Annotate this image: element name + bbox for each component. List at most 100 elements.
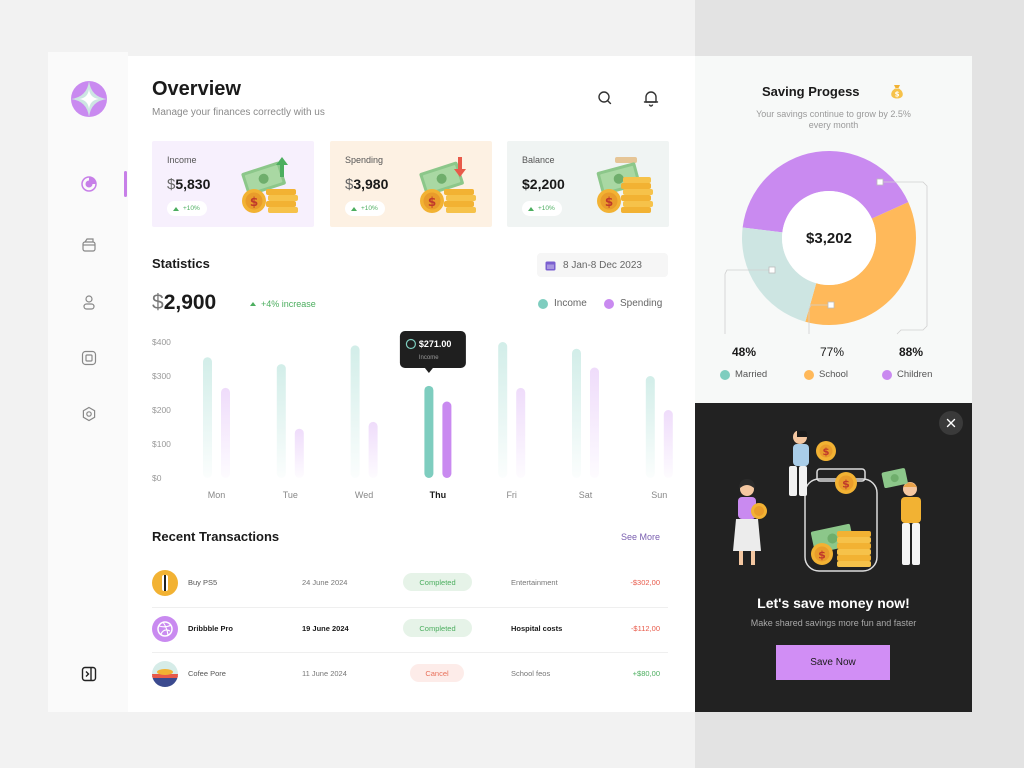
promo-title: Let's save money now! [757,595,910,611]
bar-spending-wed[interactable] [368,421,378,478]
svg-text:$: $ [605,195,613,209]
svg-text:$: $ [823,447,830,458]
svg-text:$: $ [842,478,850,491]
bar-spending-mon[interactable] [221,387,230,478]
saving-subtitle: Your savings continue to grow by 2.5% ev… [756,109,911,130]
see-more-link[interactable]: See More [621,532,661,542]
bar-income-wed[interactable] [350,345,360,478]
transaction-category: Entertainment [511,578,558,587]
statistics-change: +4% increase [250,299,316,309]
bar-income-sun[interactable] [645,376,655,478]
settings-icon [82,406,96,422]
table-row[interactable]: Dribbble Pro 19 June 2024 Completed Hosp… [152,608,668,652]
donut-connector-dot [768,266,776,274]
row-divider [152,607,668,608]
card-change-badge: +10% [522,201,562,216]
svg-text:$: $ [895,91,900,99]
wallet-icon [82,238,96,252]
money-decline-icon: $ [419,157,476,213]
donut-center [782,191,876,285]
svg-text:$: $ [250,195,258,209]
card-label: Spending [345,155,384,165]
row-divider [152,652,668,653]
dribbble-icon [157,621,173,637]
bell-icon [643,91,659,107]
notifications-button[interactable] [641,88,661,108]
transaction-amount: -$112,00 [630,624,660,633]
transaction-name: Cofee Pore [188,669,226,678]
bar-income-tue[interactable] [276,364,286,478]
save-now-button[interactable]: Save Now [776,645,890,680]
donut-connector-dot [827,301,835,309]
coffee-icon [152,669,178,687]
income-card[interactable]: Income $5,830 +10% $ [152,141,314,227]
statistics-bar-chart[interactable]: $400 $300 $200 $100 $0 Mon Tue Wed Thu Fri Sat Sun $… [128,326,695,506]
promo-subtitle: Make shared savings more fun and faster [750,618,917,628]
search-button[interactable] [595,88,615,108]
bar-spending-fri[interactable] [516,387,526,478]
donut-connector-dot [876,178,884,186]
money-bag-icon: $ [891,85,903,99]
bar-spending-sat[interactable] [590,367,599,479]
sidebar-collapse-button[interactable] [76,661,102,687]
svg-text:$: $ [818,549,826,562]
legend-spending: Spending [604,298,662,309]
transaction-amount: +$80,00 [632,669,660,678]
sidebar-item-cards[interactable] [76,345,102,371]
x-tick-label: Fri [506,490,517,500]
balance-card[interactable]: Balance $2,200 +10% $ [507,141,669,227]
saving-donut-chart[interactable]: $3,202 [695,146,972,336]
donut-slice-school[interactable] [805,202,916,325]
statistics-total: $2,900 [152,291,217,314]
sidebar-item-overview[interactable] [76,171,102,197]
bar-income-thu[interactable] [424,385,434,478]
logo-icon [71,81,107,117]
y-tick-label: $0 [152,473,162,483]
nav-active-indicator [124,171,127,197]
user-icon [83,295,95,310]
saving-progress-panel: Saving Progess $ Your savings continue t… [695,56,972,403]
statistics-title: Statistics [152,256,210,271]
card-label: Balance [522,155,555,165]
sidebar-item-wallet[interactable] [76,232,102,258]
bar-income-fri[interactable] [498,342,508,478]
table-row[interactable]: Buy PS5 24 June 2024 Completed Entertain… [152,562,668,606]
date-range-picker[interactable]: 8 Jan-8 Dec 2023 [537,253,668,277]
spending-card[interactable]: Spending $3,980 +10% $ [330,141,492,227]
bar-spending-tue[interactable] [294,428,304,478]
y-tick-label: $300 [152,371,171,381]
tooltip-label: Income [419,355,439,361]
close-icon [946,418,956,428]
bar-spending-sun[interactable] [663,410,673,478]
page-subtitle: Manage your finances correctly with us [152,107,325,118]
page-title: Overview [152,78,241,100]
donut-connector-line [808,304,831,334]
avatar [152,616,178,642]
donut-slice-married[interactable] [742,227,817,322]
sidebar-item-settings[interactable] [76,401,102,427]
money-jar-icon: $ [596,157,653,213]
bar-income-mon[interactable] [203,357,212,478]
transaction-name: Buy PS5 [188,578,218,587]
legend-income: Income [538,298,587,309]
close-button[interactable] [939,411,963,435]
transaction-date: 11 June 2024 [302,669,347,678]
recent-transactions-title: Recent Transactions [152,529,280,544]
bar-income-sat[interactable] [572,348,581,478]
transaction-date: 24 June 2024 [302,578,348,587]
y-tick-label: $200 [152,405,171,415]
card-change-badge: +10% [345,201,385,216]
donut-connector-line [724,269,772,334]
ps5-icon [162,575,168,591]
promo-panel: $ $ $ Let's save money now! Make sha [695,403,972,712]
bar-spending-thu[interactable] [442,401,452,479]
saving-segment-school: 77% School [804,345,848,380]
transaction-date: 19 June 2024 [302,624,349,633]
avatar [152,570,178,596]
collapse-icon [81,666,97,682]
status-badge: Cancel [410,664,464,682]
table-row[interactable]: Cofee Pore 11 June 2024 Cancel School fe… [152,653,668,697]
sidebar-item-profile[interactable] [76,289,102,315]
card-amount: $5,830 [167,176,211,193]
donut-slice-children[interactable] [742,151,909,233]
